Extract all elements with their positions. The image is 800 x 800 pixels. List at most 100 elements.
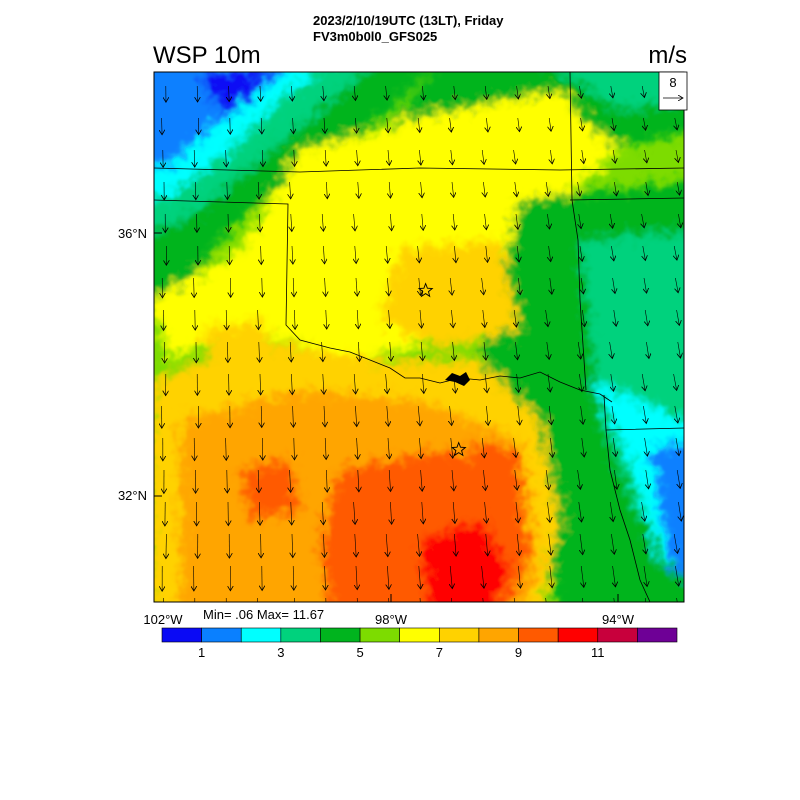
wind-vector [194,277,195,298]
wind-vector [389,309,390,328]
wind-vector [483,181,485,197]
wind-vector [518,405,520,425]
wind-vector [293,565,294,590]
colorbar-swatch [399,627,440,643]
wind-vector [645,309,648,326]
wind-vector [452,469,454,491]
kansas-boundary [154,167,684,173]
wind-vector [260,373,261,395]
wind-vector [484,341,486,360]
wind-vector [259,213,260,232]
wind-vector [355,533,356,557]
wind-vector [550,437,552,457]
colorbar-swatch [478,627,519,643]
wind-vector [482,277,484,295]
wind-vector [324,117,325,133]
wind-vector [514,437,516,457]
wind-vector [644,565,647,586]
wind-vector [292,533,293,558]
wind-vector [390,501,391,524]
wind-vector [643,245,646,260]
wind-vector [578,181,580,196]
wind-vector [644,277,647,293]
wind-vector [358,341,359,361]
wind-vector [354,85,355,100]
wind-vector [549,245,551,262]
wind-vector [292,245,293,264]
wind-vector [674,533,677,553]
wind-vector [261,117,262,134]
colorbar-swatch [359,627,400,643]
wind-vector [482,149,484,164]
wind-vector [194,149,195,167]
colorbar [161,627,678,643]
wind-vector [676,597,678,602]
colorbar-label: 7 [436,645,443,660]
wind-vector [325,277,326,296]
wind-vector [419,149,421,165]
wind-vector [422,213,423,230]
wind-vector [548,85,550,99]
wind-vector [323,245,324,264]
wind-vector [357,309,358,329]
wind-vector [325,565,326,590]
wind-vector [326,309,327,329]
wind-vector [418,117,420,132]
wind-vector [387,565,389,589]
wind-vector [386,245,388,263]
wind-vector [358,181,359,198]
wind-vector [386,533,388,557]
colorbar-swatch [597,627,638,643]
wind-vector [355,245,356,264]
lon-label-94: 94°W [602,612,635,627]
wind-vector [293,405,294,427]
wind-vector [613,565,616,587]
wind-vector [674,373,677,390]
title-date: 2023/2/10/19UTC (13LT), Friday [313,13,504,28]
wind-vector [642,501,645,521]
wind-vector [613,277,615,294]
wind-vector [614,181,616,196]
wind-vectors [162,85,682,602]
wind-vector [229,85,230,102]
wind-vector [450,277,452,295]
wind-vector [549,405,551,425]
wind-speed-field [154,72,684,602]
state-boundaries [154,72,684,602]
wind-vector [326,181,327,199]
wind-vector [422,501,424,524]
wind-vector [450,117,452,132]
wind-vector [518,565,520,588]
wind-vector [550,149,552,164]
wind-vector [291,213,292,231]
wind-vector [485,501,487,523]
wind-vector [258,309,259,330]
wind-vector [421,341,423,361]
wind-vector [387,277,388,296]
wind-vector [483,309,485,327]
wind-vector [642,213,645,228]
wind-vector [290,469,291,492]
wind-vector [675,117,677,130]
wind-vector [390,341,391,361]
colorbar-label: 11 [591,645,605,660]
wind-vector [293,117,294,134]
wind-vector [356,565,357,590]
wind-vector [517,533,519,555]
wind-vector [324,405,325,427]
wind-vector [582,437,584,457]
colorbar-label: 3 [277,645,284,660]
oklahoma-city-star [417,282,434,298]
wind-vector [613,149,615,163]
wind-vector [453,213,455,230]
wind-vector [389,181,390,198]
wind-vector [322,341,323,362]
wind-vector [356,277,357,296]
variable-name: WSP 10m [153,42,261,69]
wind-vector [290,341,291,362]
wind-vector [675,277,678,293]
wind-vector [357,437,358,459]
wind-vector [516,501,518,523]
wind-vector [579,213,581,229]
